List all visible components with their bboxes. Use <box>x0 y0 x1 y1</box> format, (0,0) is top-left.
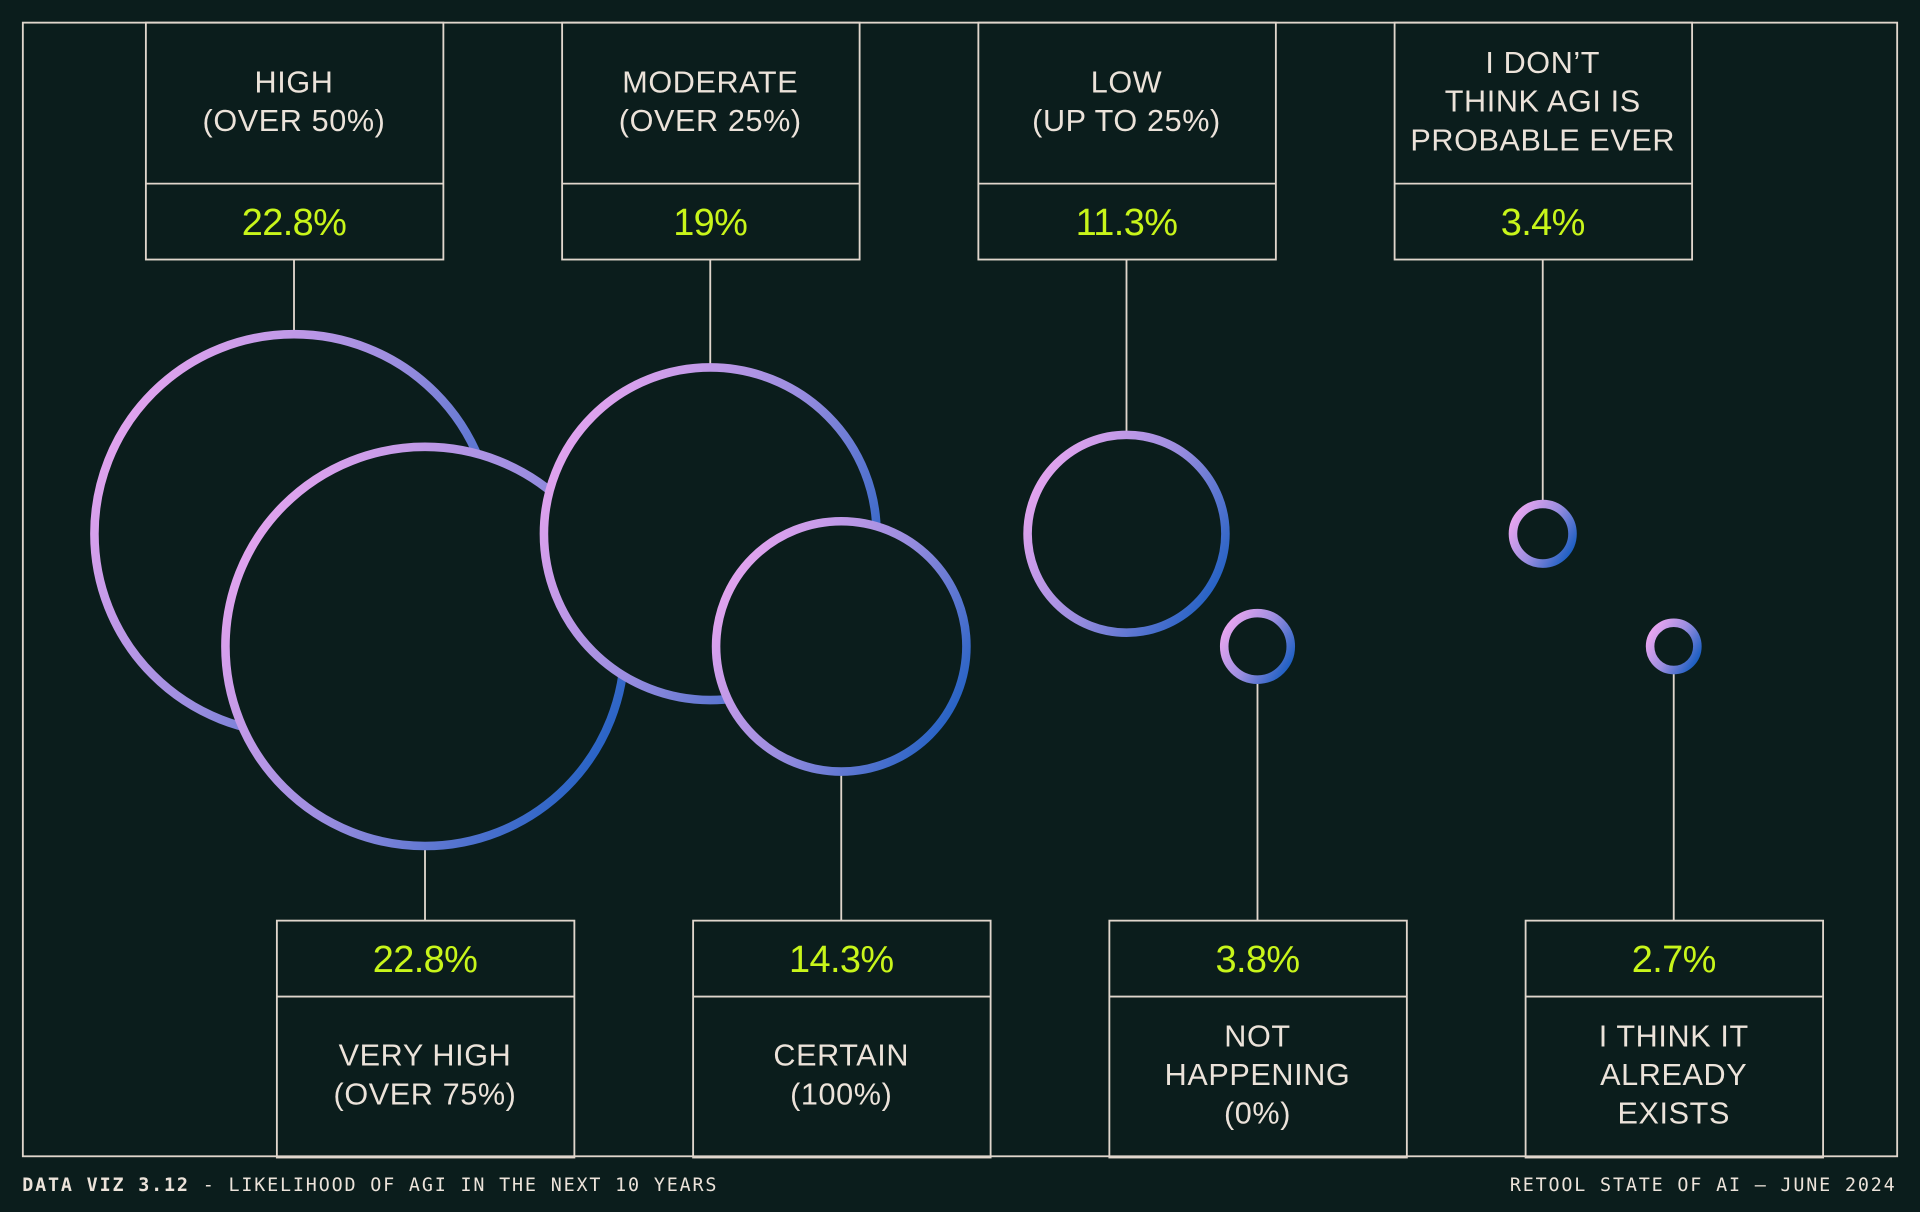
category-label: (0%) <box>1224 1097 1291 1131</box>
category-label: (OVER 25%) <box>619 104 802 138</box>
category-label: NOT <box>1224 1019 1290 1053</box>
bubble-3 <box>711 516 971 776</box>
value-label: 22.8% <box>373 939 478 981</box>
label-box: 2.7% I THINK IT ALREADY EXISTS <box>1524 919 1825 1159</box>
category-label: I DON’T <box>1485 46 1600 80</box>
category-label: HAPPENING <box>1165 1058 1351 1092</box>
bubble-7 <box>1645 618 1702 675</box>
footer-source: RETOOL STATE OF AI — JUNE 2024 <box>1510 1175 1897 1196</box>
category-label: THINK AGI IS <box>1445 85 1641 119</box>
value-label: 3.8% <box>1215 939 1299 981</box>
value-label: 14.3% <box>789 939 894 981</box>
bubble-5 <box>1219 608 1296 684</box>
value-label: 2.7% <box>1632 939 1716 981</box>
category-label: (OVER 75%) <box>334 1077 517 1111</box>
category-label: VERY HIGH <box>339 1039 512 1073</box>
bubble-6 <box>1508 499 1577 568</box>
category-label: I THINK IT <box>1599 1019 1749 1053</box>
label-boxes: 22.8% HIGH (OVER 50%) 22.8% VERY HIGH (OVER 7… <box>144 21 1825 1159</box>
category-label: EXISTS <box>1617 1097 1729 1131</box>
value-label: 11.3% <box>1076 202 1178 244</box>
box-border <box>692 919 992 1159</box>
box-border <box>977 21 1277 261</box>
box-border <box>561 21 861 261</box>
label-box: 14.3% CERTAIN (100%) <box>692 919 992 1159</box>
label-box: 3.4% I DON’T THINK AGI IS PROBABLE EVER <box>1393 21 1694 261</box>
bubbles <box>90 329 1702 851</box>
label-box: 19% MODERATE (OVER 25%) <box>561 21 861 261</box>
label-box: 22.8% VERY HIGH (OVER 75%) <box>275 919 576 1159</box>
category-label: ALREADY <box>1600 1058 1747 1092</box>
box-border <box>1524 919 1825 1159</box>
footer-viz-number: DATA VIZ 3.12 <box>22 1175 190 1196</box>
footer-caption: DATA VIZ 3.12 - LIKELIHOOD OF AGI IN THE… <box>22 1175 718 1196</box>
category-label: PROBABLE EVER <box>1410 123 1675 157</box>
connector-lines <box>293 259 1675 921</box>
value-label: 3.4% <box>1501 202 1585 244</box>
category-label: (UP TO 25%) <box>1032 104 1221 138</box>
category-label: CERTAIN <box>773 1039 909 1073</box>
box-border <box>1393 21 1694 261</box>
bubble-4 <box>1023 430 1230 637</box>
value-label: 22.8% <box>242 202 347 244</box>
category-label: (OVER 50%) <box>203 104 386 138</box>
value-label: 19% <box>673 202 747 244</box>
label-box: 22.8% HIGH (OVER 50%) <box>144 21 445 261</box>
category-label: MODERATE <box>622 65 798 99</box>
category-label: LOW <box>1091 65 1163 99</box>
footer-title: - LIKELIHOOD OF AGI IN THE NEXT 10 YEARS <box>190 1175 718 1196</box>
box-border <box>275 919 576 1159</box>
box-border <box>1108 919 1408 1159</box>
box-border <box>144 21 445 261</box>
label-box: 11.3% LOW (UP TO 25%) <box>977 21 1277 261</box>
chart-frame <box>21 21 1899 1158</box>
label-box: 3.8% NOT HAPPENING (0%) <box>1108 919 1408 1159</box>
category-label: HIGH <box>255 65 334 99</box>
category-label: (100%) <box>790 1077 892 1111</box>
